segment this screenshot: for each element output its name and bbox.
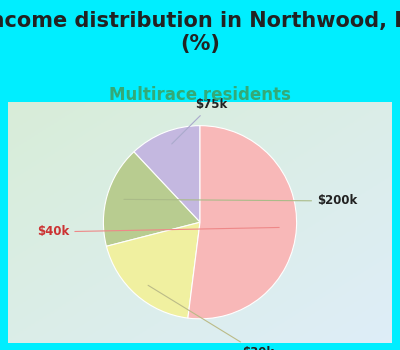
Wedge shape	[104, 152, 200, 246]
Text: $30k: $30k	[148, 285, 274, 350]
Wedge shape	[106, 222, 200, 318]
Wedge shape	[188, 126, 296, 319]
Text: Multirace residents: Multirace residents	[109, 86, 291, 104]
Text: $40k: $40k	[37, 225, 279, 238]
Text: Income distribution in Northwood, IA
(%): Income distribution in Northwood, IA (%)	[0, 10, 400, 54]
Text: $200k: $200k	[124, 195, 357, 208]
Wedge shape	[134, 126, 200, 222]
Text: $75k: $75k	[172, 98, 228, 144]
